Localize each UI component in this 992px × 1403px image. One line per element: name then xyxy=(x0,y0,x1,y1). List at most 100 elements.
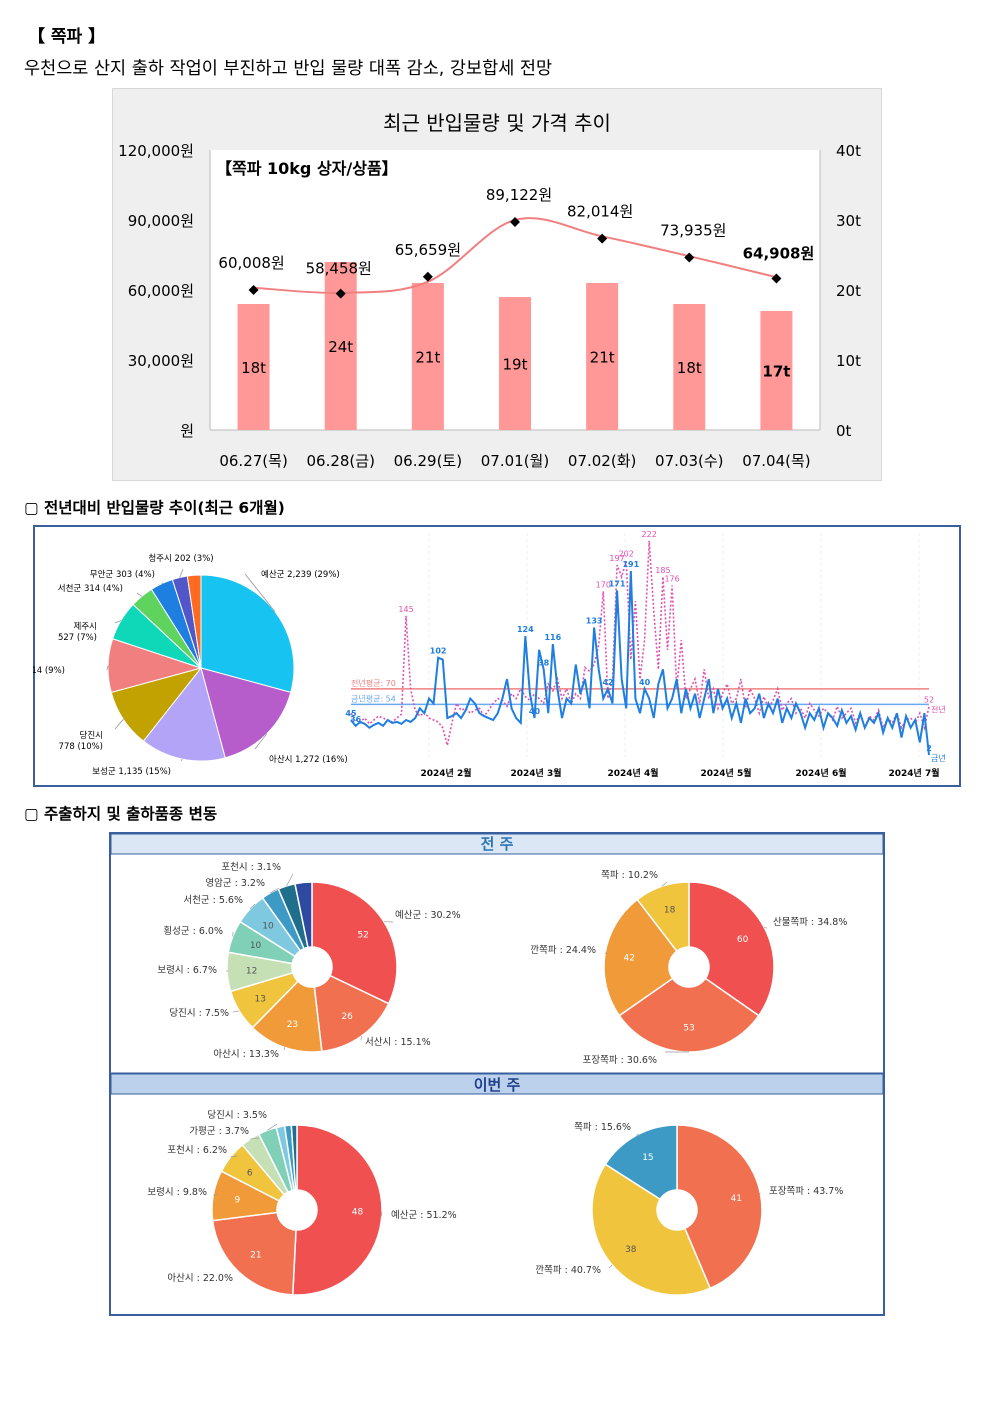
pie-slice xyxy=(604,1124,678,1201)
pie-value-label: 13 xyxy=(254,994,265,1004)
pie-slice-label: 깐쪽파 : 24.4% xyxy=(530,945,596,956)
price-volume-chart: 최근 반입물량 및 가격 추이 【쪽파 10kg 상자/상품】 원 30,000원 60… xyxy=(112,88,882,481)
x-tick-label: 2024년 5월 xyxy=(700,767,751,779)
pie-leader-line xyxy=(114,719,124,730)
pie-slice-label: 아산시 : 22.0% xyxy=(167,1273,233,1284)
price-marker xyxy=(684,252,695,263)
right-tick-label: 40t xyxy=(836,142,861,160)
left-tick-label: 30,000원 xyxy=(128,352,194,370)
pie-slice-label: 산물쪽파 : 34.8% xyxy=(773,917,847,928)
pie-slice xyxy=(311,881,398,1005)
pie-slice-label: 청주시 202 (3%) xyxy=(148,554,213,564)
average-label: 금년평균: 54 xyxy=(351,693,396,703)
data-label: 40 xyxy=(529,707,541,716)
price-label: 60,008원 xyxy=(218,254,284,272)
pie-slice-label: 아산시 1,272 (16%) xyxy=(269,754,348,765)
price-label: 89,122원 xyxy=(486,186,552,204)
pie-slice-label: 제주시 527 (7%) xyxy=(58,622,97,643)
pie-leader-line xyxy=(179,568,184,578)
pie-leader-line xyxy=(249,903,256,909)
x-tick-label: 06.27(목) xyxy=(219,452,287,470)
pie-value-label: 21 xyxy=(250,1250,261,1260)
pie-leader-line xyxy=(232,1010,240,1013)
pie-leader-line xyxy=(286,873,294,887)
pie-leader-line xyxy=(270,887,280,894)
pie-slice-label: 횡성군 : 6.0% xyxy=(163,925,223,937)
pie-slice-label: 보령시 : 9.8% xyxy=(147,1186,207,1198)
pie-slice-label: 예산군 2,239 (29%) xyxy=(261,569,340,580)
pie-slice-label: 보령시 : 6.7% xyxy=(157,964,217,976)
pie-value-label: 10 xyxy=(262,921,274,931)
x-tick-label: 2024년 3월 xyxy=(510,767,561,779)
x-tick-label: 2024년 7월 xyxy=(888,767,939,779)
price-marker xyxy=(335,288,346,299)
data-label: 133 xyxy=(586,616,603,625)
pie-leader-line xyxy=(254,733,268,750)
pie-slice-label: 포장쪽파 : 30.6% xyxy=(583,1055,657,1066)
chart-inner-label: 【쪽파 10kg 상자/상품】 xyxy=(216,159,398,178)
volume-bar-label: 21t xyxy=(415,349,440,367)
pie-slice xyxy=(688,881,775,1017)
right-tick-label: 10t xyxy=(836,352,861,370)
origin-variety-panel: 전 주이번 주 52 예산군 : 30.2% 26 서산시 : 15.1% 23 아산시 :… xyxy=(109,832,885,1316)
pie-leader-line xyxy=(635,1133,640,1136)
pie-slice-label: 가평군 : 3.7% xyxy=(189,1126,249,1137)
pie-leader-line xyxy=(758,1192,761,1195)
pie-slice-label: 서산시 : 15.1% xyxy=(365,1037,431,1048)
price-marker xyxy=(510,217,520,228)
volume-bar xyxy=(673,304,706,430)
pie-slice-label: 깐쪽파 : 40.7% xyxy=(535,1265,601,1276)
week-header-prev-bg xyxy=(110,833,884,855)
price-label: 58,458원 xyxy=(306,260,372,278)
pie-value-label: 12 xyxy=(246,967,257,977)
pie-leader-line xyxy=(604,951,608,955)
pie-leader-line xyxy=(106,665,109,671)
pie-leader-line xyxy=(136,592,143,597)
pie-slice-label: 예산군 : 30.2% xyxy=(395,910,461,921)
pie-slice-label: 당진시 : 3.5% xyxy=(207,1110,267,1121)
volume-bar-label: 18t xyxy=(677,359,702,377)
pie-value-label: 10 xyxy=(250,941,262,951)
price-marker xyxy=(248,284,259,295)
data-label: 102 xyxy=(430,647,447,656)
pie-slice-label: 영암군 : 3.2% xyxy=(205,877,265,889)
price-label: 64,908원 xyxy=(743,245,815,263)
left-tick-label: 90,000원 xyxy=(128,212,194,230)
pie-slice xyxy=(290,1124,298,1191)
data-label: 52 xyxy=(924,695,934,704)
pie-slice xyxy=(186,574,202,669)
price-label: 73,935원 xyxy=(660,221,726,239)
data-label: 197 xyxy=(609,554,624,563)
pie-slice-label: 포천시 : 3.1% xyxy=(221,862,281,873)
pie-value-label: 6 xyxy=(247,1168,253,1178)
right-tick-label: 0t xyxy=(836,422,852,440)
pie-slice-label: 서천군 : 5.6% xyxy=(183,895,243,906)
pie-value-label: 41 xyxy=(731,1194,742,1204)
right-tick-label: 20t xyxy=(836,282,861,300)
volume-bar xyxy=(586,283,619,430)
x-tick-label: 06.28(금) xyxy=(306,452,374,470)
volume-bar-label: 17t xyxy=(762,363,790,381)
pie-leader-line xyxy=(244,573,276,612)
chart-title: 최근 반입물량 및 가격 추이 xyxy=(383,111,611,135)
pie-slice xyxy=(291,1124,383,1296)
x-tick-label: 07.04(목) xyxy=(742,452,810,470)
pie-leader-line xyxy=(230,1155,238,1158)
page-title: 【 쪽파 】 xyxy=(28,27,106,47)
this-year-line xyxy=(350,570,930,756)
pie-value-label: 60 xyxy=(737,935,749,945)
pie-slice xyxy=(676,1124,763,1290)
volume-bar-label: 19t xyxy=(503,356,528,374)
yoy-volume-panel: 예산군 2,239 (29%) 아산시 1,272 (16%) 보성군 1,135 … xyxy=(33,525,961,787)
x-tick-label: 2024년 4월 xyxy=(607,767,658,779)
data-label: 185 xyxy=(655,566,670,575)
data-label: 145 xyxy=(398,605,413,614)
pie-value-label: 15 xyxy=(642,1153,653,1163)
pie-value-label: 26 xyxy=(341,1012,353,1022)
pie-value-label: 52 xyxy=(357,931,368,941)
end-label-curr: 금년 xyxy=(931,753,946,763)
x-tick-label: 06.29(토) xyxy=(394,452,462,470)
left-tick-label: 120,000원 xyxy=(118,142,194,160)
page-subtitle: 우천으로 산지 출하 작업이 부진하고 반입 물량 대폭 감소, 강보합세 전망 xyxy=(24,59,553,79)
x-tick-label: 07.02(화) xyxy=(568,452,636,470)
